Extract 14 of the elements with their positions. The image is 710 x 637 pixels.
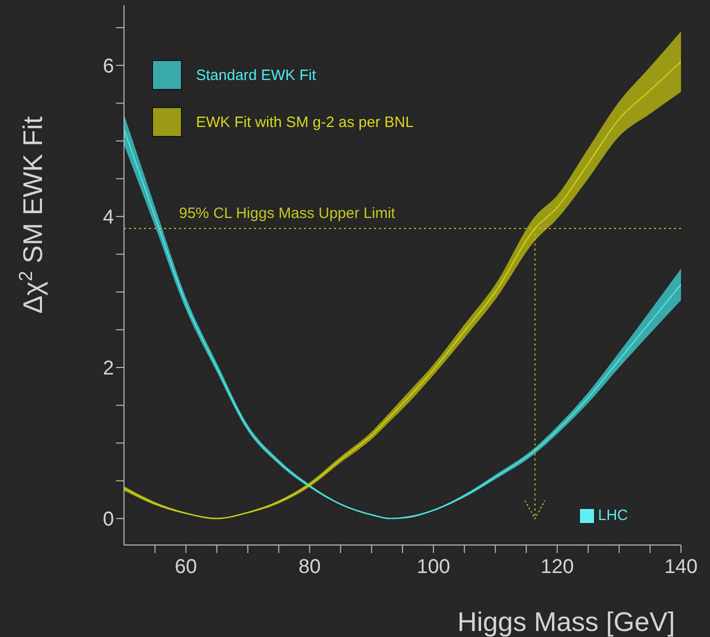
x-tick-label: 80 (298, 556, 321, 578)
x-tick-label: 140 (664, 556, 698, 578)
x-tick-label: 60 (174, 556, 198, 578)
y-tick-label: 0 (102, 508, 114, 531)
y-tick-label: 6 (102, 56, 114, 78)
legend-label: Standard EWK Fit (196, 66, 316, 84)
legend-label: EWK Fit with SM g-2 as per BNL (196, 114, 414, 130)
annotation: LHC (598, 507, 628, 524)
ref-line-label: 95% CL Higgs Mass Upper Limit (179, 205, 396, 222)
x-tick-label: 120 (540, 556, 574, 578)
x-axis-title: Higgs Mass [GeV] (457, 607, 675, 637)
y-tick-label: 4 (102, 206, 114, 229)
y-tick-label: 2 (102, 358, 114, 380)
x-tick-label: 100 (416, 556, 450, 578)
